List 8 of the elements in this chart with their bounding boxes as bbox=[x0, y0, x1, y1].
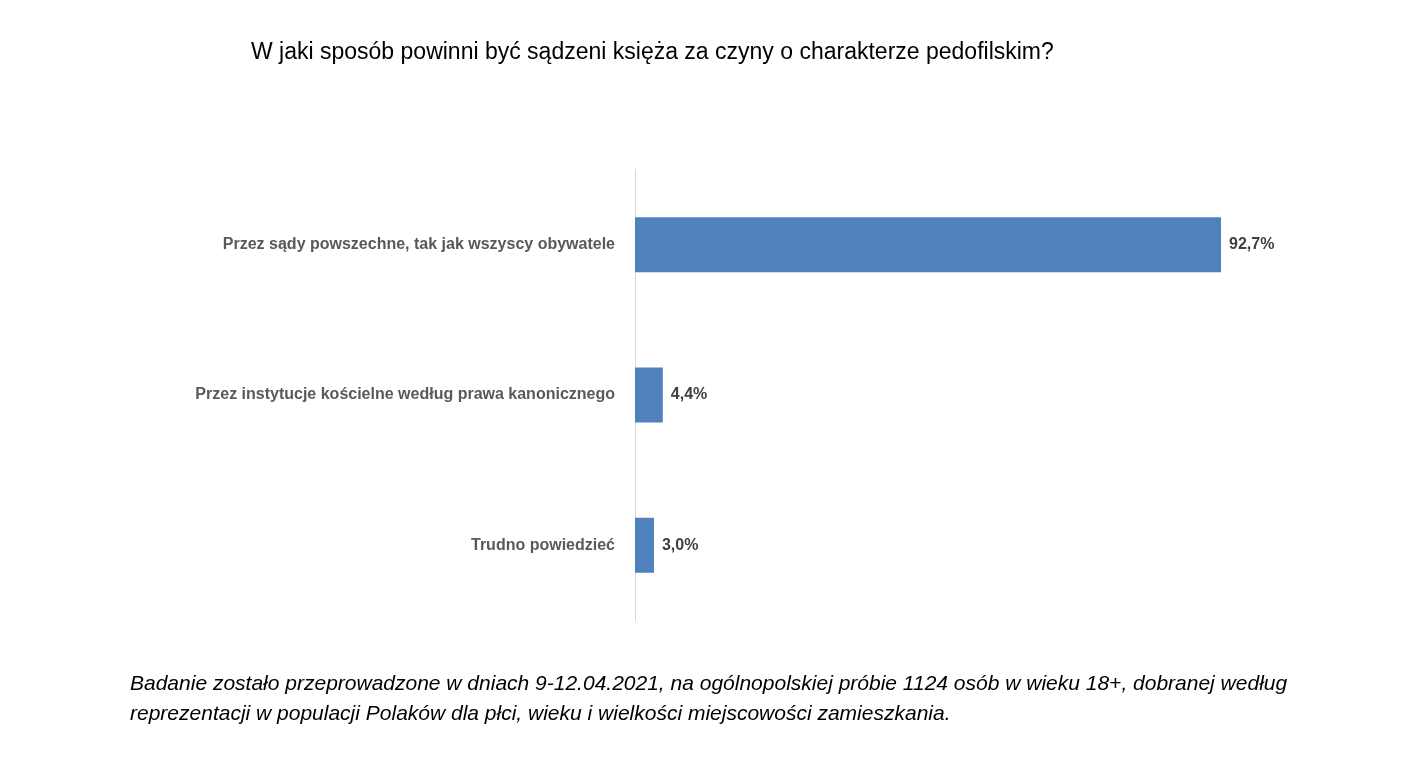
text: Badanie zostało przeprowadzone w dniach 9-12.04.2021, na ogólnopolskiej próbie 1124 osób w wieku 18+, dobranej według reprezentacji w populacji Polaków dla płci, wieku i wielkości miejscowości zamieszkania. bbox=[130, 670, 1289, 726]
data-label: 92,7% bbox=[1229, 235, 1275, 253]
y-tick-label: Przez instytucje kościelne według prawa kanonicznego bbox=[195, 385, 616, 403]
data-label: 3,0% bbox=[661, 535, 699, 553]
y-tick-label: Trudno powiedzieć bbox=[470, 535, 616, 553]
chart-title: W jaki sposób powinni być sądzeni księża za czyny o charakterze pedofilskim? bbox=[251, 38, 1054, 65]
y-tick-label: Przez sądy powszechne, tak jak wszyscy obywatele bbox=[222, 235, 616, 253]
data-label: 4,4% bbox=[670, 385, 708, 403]
